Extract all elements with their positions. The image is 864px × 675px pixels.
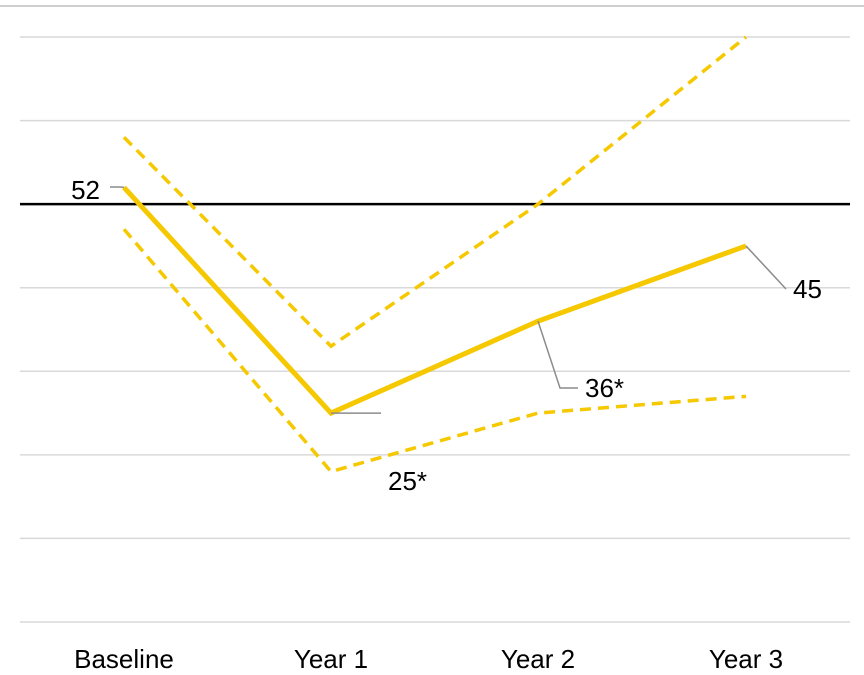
- data-label: 45: [793, 274, 822, 304]
- category-axis: Baseline Year 1 Year 2 Year 3: [74, 644, 783, 674]
- estimate-line: [122, 185, 747, 417]
- data-label: 52: [71, 175, 100, 205]
- upper-bound-line: [122, 35, 748, 349]
- data-labels: 52 25* 36* 45: [71, 175, 822, 496]
- data-label-leader: [537, 320, 578, 389]
- data-label: 36*: [585, 373, 624, 403]
- data-label-leader: [745, 245, 787, 290]
- data-label: 25*: [388, 466, 427, 496]
- lower-bound-line: [122, 228, 747, 474]
- gridlines: [20, 36, 850, 623]
- category-label: Year 3: [709, 644, 783, 674]
- category-label: Baseline: [74, 644, 174, 674]
- series-group: [122, 35, 748, 474]
- category-label: Year 1: [294, 644, 368, 674]
- data-label-leaders: [110, 186, 787, 414]
- category-label: Year 2: [501, 644, 575, 674]
